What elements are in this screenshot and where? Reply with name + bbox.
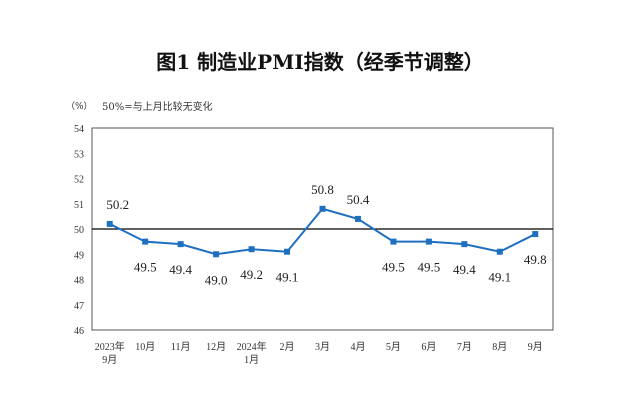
data-label: 49.1 xyxy=(488,270,511,285)
x-tick-label: 5月 xyxy=(386,341,401,353)
y-tick-label: 54 xyxy=(74,124,84,135)
x-tick-label: 3月 xyxy=(315,341,330,353)
data-point xyxy=(177,241,184,248)
data-point xyxy=(425,238,432,245)
data-point xyxy=(532,231,539,238)
data-label: 50.8 xyxy=(311,182,334,197)
x-tick-label: 6月 xyxy=(421,341,436,353)
x-tick-label: 2024年 xyxy=(237,340,267,353)
chart-title: 图1 制造业PMI指数（经季节调整） xyxy=(156,50,484,74)
data-point xyxy=(213,251,220,258)
data-point xyxy=(319,205,326,212)
y-tick-label: 49 xyxy=(74,250,84,261)
y-tick-label: 47 xyxy=(74,301,84,312)
y-axis-unit: （%） xyxy=(66,102,93,112)
x-tick-label: 1月 xyxy=(244,354,259,366)
data-label: 49.8 xyxy=(524,252,547,267)
data-label: 49.4 xyxy=(453,262,476,277)
data-point xyxy=(496,248,503,255)
data-label: 50.4 xyxy=(347,192,370,207)
data-point xyxy=(106,220,113,227)
y-tick-label: 51 xyxy=(74,200,84,211)
x-tick-label: 7月 xyxy=(457,341,472,353)
data-point xyxy=(461,241,468,248)
data-label: 50.2 xyxy=(106,197,129,212)
y-tick-label: 50 xyxy=(74,225,84,236)
x-tick-label: 11月 xyxy=(171,341,191,353)
data-label: 49.5 xyxy=(382,260,405,275)
x-tick-label: 2月 xyxy=(280,341,295,353)
y-tick-label: 48 xyxy=(74,276,84,287)
data-label: 49.1 xyxy=(276,270,299,285)
data-point xyxy=(390,238,397,245)
data-point xyxy=(142,238,149,245)
data-label: 49.4 xyxy=(169,262,192,277)
x-tick-label: 12月 xyxy=(206,341,226,353)
data-point xyxy=(248,246,255,253)
x-tick-label: 2023年 xyxy=(95,340,125,353)
y-tick-label: 52 xyxy=(74,175,84,186)
data-label: 49.2 xyxy=(240,267,263,282)
x-tick-label: 9月 xyxy=(528,341,543,353)
x-tick-label: 4月 xyxy=(350,341,365,353)
data-point xyxy=(284,248,291,255)
y-tick-label: 53 xyxy=(74,149,84,160)
chart-annotation: 50%=与上月比较无变化 xyxy=(102,102,213,113)
series-line xyxy=(109,207,536,256)
x-tick-label: 9月 xyxy=(102,354,117,366)
data-label: 49.5 xyxy=(134,260,157,275)
data-point xyxy=(354,215,361,222)
x-tick-label: 10月 xyxy=(135,341,155,353)
data-label: 49.0 xyxy=(205,272,228,287)
y-tick-label: 46 xyxy=(74,326,84,337)
x-tick-label: 8月 xyxy=(492,341,507,353)
data-label: 49.5 xyxy=(418,260,441,275)
